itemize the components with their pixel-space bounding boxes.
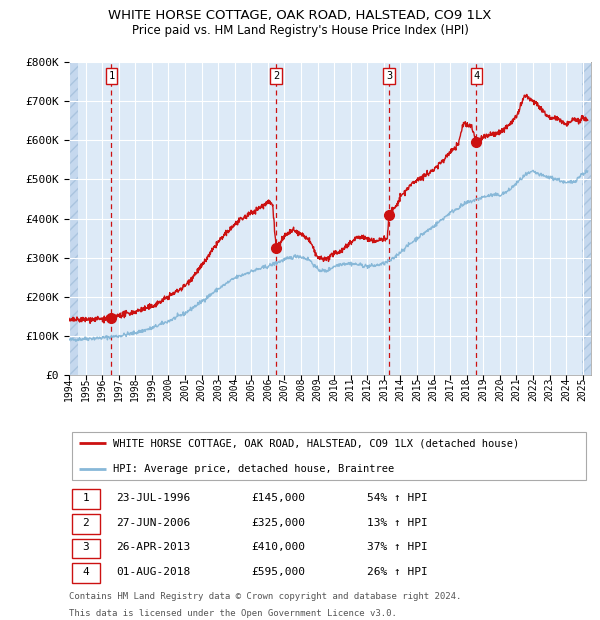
Text: 37% ↑ HPI: 37% ↑ HPI: [367, 542, 427, 552]
Text: 2015: 2015: [412, 378, 422, 401]
Text: 1: 1: [83, 493, 89, 503]
FancyBboxPatch shape: [71, 489, 100, 509]
Text: 26-APR-2013: 26-APR-2013: [116, 542, 190, 552]
Text: 4: 4: [83, 567, 89, 577]
Text: £410,000: £410,000: [252, 542, 306, 552]
FancyBboxPatch shape: [71, 539, 100, 559]
Text: 2009: 2009: [313, 378, 323, 401]
Text: 2006: 2006: [263, 378, 273, 401]
Text: Contains HM Land Registry data © Crown copyright and database right 2024.: Contains HM Land Registry data © Crown c…: [69, 593, 461, 601]
Text: 2012: 2012: [362, 378, 372, 401]
Text: Price paid vs. HM Land Registry's House Price Index (HPI): Price paid vs. HM Land Registry's House …: [131, 24, 469, 37]
Text: 2002: 2002: [197, 378, 206, 401]
Text: This data is licensed under the Open Government Licence v3.0.: This data is licensed under the Open Gov…: [69, 609, 397, 619]
Text: £325,000: £325,000: [252, 518, 306, 528]
Text: 2023: 2023: [545, 378, 554, 401]
Text: HPI: Average price, detached house, Braintree: HPI: Average price, detached house, Brai…: [113, 464, 395, 474]
FancyBboxPatch shape: [71, 432, 586, 480]
Text: 01-AUG-2018: 01-AUG-2018: [116, 567, 190, 577]
Text: WHITE HORSE COTTAGE, OAK ROAD, HALSTEAD, CO9 1LX (detached house): WHITE HORSE COTTAGE, OAK ROAD, HALSTEAD,…: [113, 438, 520, 448]
Text: 2008: 2008: [296, 378, 306, 401]
FancyBboxPatch shape: [71, 514, 100, 534]
Text: £145,000: £145,000: [252, 493, 306, 503]
Text: 2025: 2025: [578, 378, 588, 401]
Text: 13% ↑ HPI: 13% ↑ HPI: [367, 518, 427, 528]
Text: 2017: 2017: [445, 378, 455, 401]
Text: 2005: 2005: [246, 378, 256, 401]
Text: 2: 2: [273, 71, 279, 81]
Text: 2011: 2011: [346, 378, 356, 401]
Text: 1997: 1997: [114, 378, 124, 401]
Text: 2: 2: [83, 518, 89, 528]
Text: 2000: 2000: [163, 378, 173, 401]
Text: 4: 4: [473, 71, 479, 81]
Text: WHITE HORSE COTTAGE, OAK ROAD, HALSTEAD, CO9 1LX: WHITE HORSE COTTAGE, OAK ROAD, HALSTEAD,…: [109, 9, 491, 22]
Text: 1995: 1995: [80, 378, 91, 401]
Text: 2013: 2013: [379, 378, 389, 401]
Text: 1994: 1994: [64, 378, 74, 401]
Text: 1998: 1998: [130, 378, 140, 401]
Text: 2018: 2018: [462, 378, 472, 401]
Text: 2014: 2014: [395, 378, 406, 401]
Text: 2021: 2021: [511, 378, 521, 401]
Text: 2001: 2001: [180, 378, 190, 401]
Text: 1996: 1996: [97, 378, 107, 401]
Text: 2024: 2024: [561, 378, 571, 401]
Text: 2003: 2003: [213, 378, 223, 401]
Text: 2020: 2020: [495, 378, 505, 401]
FancyBboxPatch shape: [71, 564, 100, 583]
Text: 1: 1: [108, 71, 115, 81]
Text: £595,000: £595,000: [252, 567, 306, 577]
Text: 2010: 2010: [329, 378, 339, 401]
Text: 2004: 2004: [230, 378, 240, 401]
Text: 1999: 1999: [147, 378, 157, 401]
Text: 2007: 2007: [280, 378, 289, 401]
Text: 3: 3: [386, 71, 392, 81]
Text: 23-JUL-1996: 23-JUL-1996: [116, 493, 190, 503]
Text: 2022: 2022: [528, 378, 538, 401]
Text: 2016: 2016: [428, 378, 439, 401]
Text: 2019: 2019: [478, 378, 488, 401]
Text: 54% ↑ HPI: 54% ↑ HPI: [367, 493, 427, 503]
Text: 26% ↑ HPI: 26% ↑ HPI: [367, 567, 427, 577]
Text: 3: 3: [83, 542, 89, 552]
Text: 27-JUN-2006: 27-JUN-2006: [116, 518, 190, 528]
